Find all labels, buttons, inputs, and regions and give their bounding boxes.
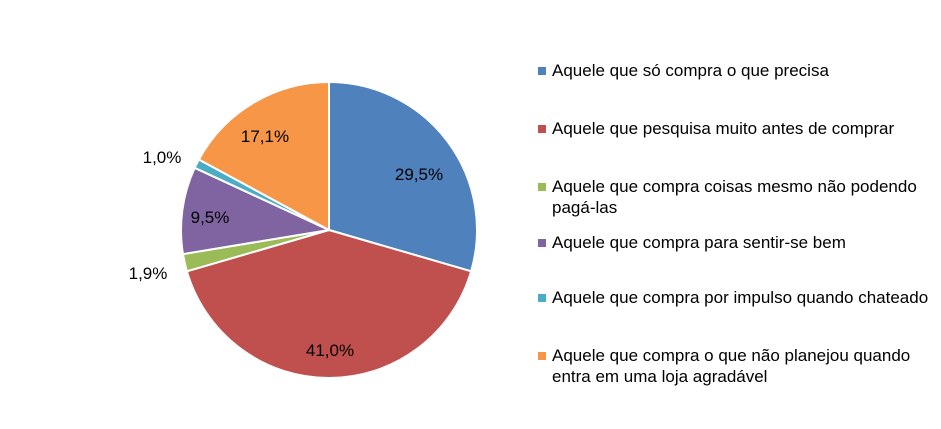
legend-item-1: Aquele que só compra o que precisa — [538, 60, 941, 81]
legend-label-3: Aquele que compra coisas mesmo não poden… — [552, 177, 917, 217]
data-label-2: 41,0% — [306, 341, 354, 360]
legend-label-1: Aquele que só compra o que precisa — [552, 61, 829, 80]
legend-swatch-4 — [538, 239, 546, 247]
data-label-4: 9,5% — [191, 208, 230, 227]
legend-swatch-6 — [538, 352, 546, 360]
legend-item-4: Aquele que compra para sentir-se bem — [538, 232, 941, 253]
pie-slice-2 — [185, 228, 473, 379]
legend-item-6: Aquele que compra o que não planejou qua… — [538, 345, 941, 387]
pie-slice-1 — [328, 80, 478, 273]
legend-swatch-5 — [538, 294, 546, 302]
pie-data-labels: 29,5% 41,0% 1,9% 9,5% 1,0% 17,1% — [129, 127, 443, 360]
data-label-1: 29,5% — [395, 165, 443, 184]
legend-label-2: Aquele que pesquisa muito antes de compr… — [552, 119, 895, 138]
pie-slices — [180, 80, 478, 379]
data-label-3: 1,9% — [129, 264, 168, 283]
legend-label-4: Aquele que compra para sentir-se bem — [552, 233, 846, 252]
legend-swatch-1 — [538, 67, 546, 75]
legend-label-5: Aquele que compra por impulso quando cha… — [552, 288, 929, 307]
legend-item-3: Aquele que compra coisas mesmo não poden… — [538, 176, 941, 218]
data-label-6: 17,1% — [241, 127, 289, 146]
legend-item-2: Aquele que pesquisa muito antes de compr… — [538, 118, 941, 139]
legend-item-5: Aquele que compra por impulso quando cha… — [538, 287, 941, 308]
legend-label-6: Aquele que compra o que não planejou qua… — [552, 346, 911, 386]
legend-swatch-2 — [538, 125, 546, 133]
legend-swatch-3 — [538, 183, 546, 191]
data-label-5: 1,0% — [143, 148, 182, 167]
pie-slice-6 — [197, 80, 330, 232]
pie-slice-4 — [180, 166, 333, 256]
